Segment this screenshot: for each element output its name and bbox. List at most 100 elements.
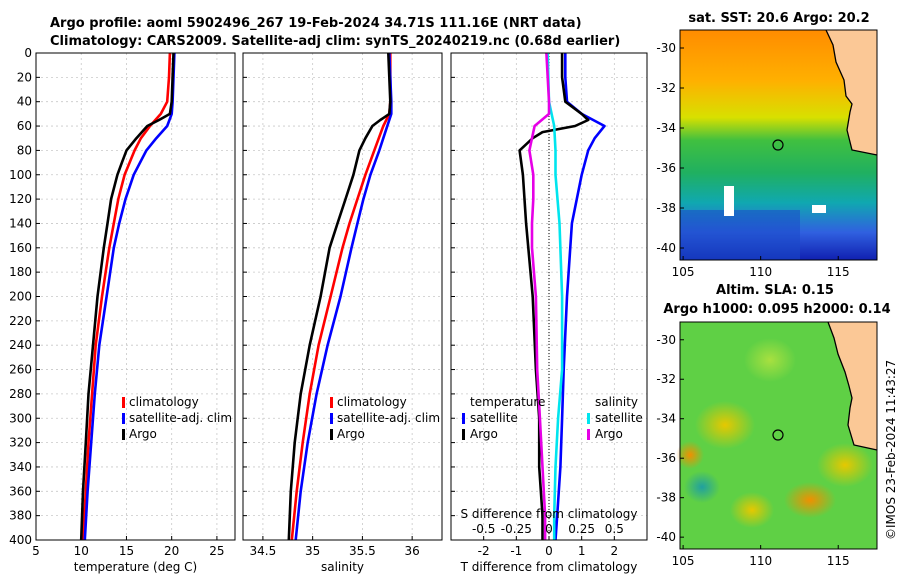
map-lon-label: 115 [827, 554, 850, 568]
legend-label-temp-argo: Argo [470, 427, 498, 441]
sst-cloud-gap [812, 205, 826, 213]
sla-map [676, 321, 878, 550]
y-tick-label: 300 [9, 411, 32, 425]
x-axis-label: salinity [321, 560, 364, 574]
map-lon-label: 105 [672, 554, 695, 568]
sst-cold-patch [680, 210, 800, 260]
x-tick-label: 20 [164, 544, 179, 558]
legend-label-argo: Argo [337, 427, 365, 441]
sla-high-anomaly [730, 492, 774, 528]
legend-label-climatology: climatology [337, 395, 407, 409]
map-lat-label: -34 [656, 412, 676, 426]
y-tick-label: 380 [9, 509, 32, 523]
legend-swatch-sal-satellite [587, 413, 590, 424]
x2-axis-label: S difference from climatology [461, 507, 638, 521]
series-line-satellite-adj-clim [83, 52, 176, 541]
argo-location-marker [772, 429, 784, 441]
x-tick-label: 25 [209, 544, 224, 558]
legend-swatch-satellite [122, 413, 125, 424]
y-tick-label: 40 [17, 95, 32, 109]
x-tick-label: 35 [305, 544, 320, 558]
y-tick-label: 220 [9, 314, 32, 328]
sla-high-anomaly [784, 482, 836, 518]
series-line-satellite-adj-clim [294, 52, 393, 541]
sst-map [679, 29, 878, 261]
x-tick-label: 36 [405, 544, 420, 558]
map-lat-label: -38 [656, 491, 676, 505]
land-australia [828, 322, 877, 450]
map-lon-label: 110 [749, 265, 772, 279]
map-lat-label: -40 [656, 530, 676, 544]
legend-swatch-temp-satellite [462, 413, 465, 424]
sla-high-anomaly [744, 338, 796, 382]
sst-map-frame [679, 29, 878, 261]
sla-map-title-1: Altim. SLA: 0.15 [716, 283, 834, 298]
axes-frame [35, 52, 236, 541]
map-lat-label: -36 [656, 161, 676, 175]
series-line-argo [79, 52, 175, 541]
legend-label-temp-satellite: satellite [470, 411, 518, 425]
argo-location-marker [772, 139, 784, 151]
x-tick-label: 34.5 [250, 544, 277, 558]
legend-swatch-satellite [330, 413, 333, 424]
temperature-panel: 5 10 15 20 25 temperature (deg C) 0 20 40 60 80 100… [9, 46, 236, 574]
x2-tick-label: 0.5 [605, 522, 624, 536]
legend-swatch-climatology [122, 397, 125, 408]
map-lat-label: -34 [656, 121, 676, 135]
x-tick-label: -2 [478, 544, 490, 558]
x-tick-label: 1 [578, 544, 586, 558]
sst-cloud-gap [724, 186, 734, 216]
sla-map-ticks: -30 -32 -34 -36 -38 -40 105 110 115 [656, 333, 849, 568]
y-tick-label: 140 [9, 216, 32, 230]
y-tick-label: 100 [9, 168, 32, 182]
y-tick-label: 400 [9, 533, 32, 547]
y-tick-label: 0 [24, 46, 32, 60]
legend-label-argo: Argo [129, 427, 157, 441]
x-axis-label: temperature (deg C) [74, 560, 197, 574]
x-tick-label: 2 [611, 544, 619, 558]
sst-map-ticks: -30 -32 -34 -36 -38 -40 105 110 115 [656, 41, 849, 279]
map-lat-label: -38 [656, 201, 676, 215]
legend-swatch-climatology [330, 397, 333, 408]
y-tick-label: 260 [9, 363, 32, 377]
x-tick-label: 10 [74, 544, 89, 558]
difference-legend: temperature salinity satellite Argo sate… [462, 395, 643, 441]
series-line-salinity-satellite [546, 52, 564, 540]
legend-label-satellite: satellite-adj. clim [129, 411, 232, 425]
land-australia [826, 30, 877, 155]
y-tick-label: 200 [9, 290, 32, 304]
y-tick-label: 120 [9, 192, 32, 206]
x-tick-label: -1 [510, 544, 522, 558]
timestamp: ©IMOS 23-Feb-2024 11:43:27 [884, 360, 898, 540]
map-lat-label: -32 [656, 81, 676, 95]
legend-swatch-argo [330, 429, 333, 440]
sla-low-anomaly [684, 471, 720, 503]
coastline [827, 321, 878, 451]
map-lat-label: -32 [656, 372, 676, 386]
salinity-panel: 34.5 35 35.5 36 salinity [242, 52, 443, 574]
map-lat-label: -30 [656, 333, 676, 347]
x-tick-label: 5 [32, 544, 40, 558]
legend-swatch-argo [122, 429, 125, 440]
y-tick-label: 20 [17, 70, 32, 84]
coastline [825, 29, 878, 156]
legend-title-temperature: temperature [470, 395, 545, 409]
difference-panel: -2 -1 0 1 2 T difference from climatology S di… [450, 52, 648, 574]
map-lat-label: -30 [656, 41, 676, 55]
x-axis-label: T difference from climatology [460, 560, 638, 574]
y-tick-label: 180 [9, 265, 32, 279]
x-tick-label: 35.5 [349, 544, 376, 558]
y-tick-label: 160 [9, 241, 32, 255]
legend-label-sal-argo: Argo [595, 427, 623, 441]
x2-tick-label: -0.5 [472, 522, 495, 536]
map-lon-label: 115 [827, 265, 850, 279]
map-lon-label: 110 [749, 554, 772, 568]
salinity-legend: climatology satellite-adj. clim Argo [330, 395, 440, 441]
sla-map-frame [679, 321, 878, 550]
legend-label-satellite: satellite-adj. clim [337, 411, 440, 425]
temperature-legend: climatology satellite-adj. clim Argo [122, 395, 232, 441]
sla-high-anomaly [695, 401, 755, 449]
header-line-1: Argo profile: aoml 5902496_267 19-Feb-20… [50, 16, 582, 31]
sla-high-anomaly [676, 441, 704, 469]
